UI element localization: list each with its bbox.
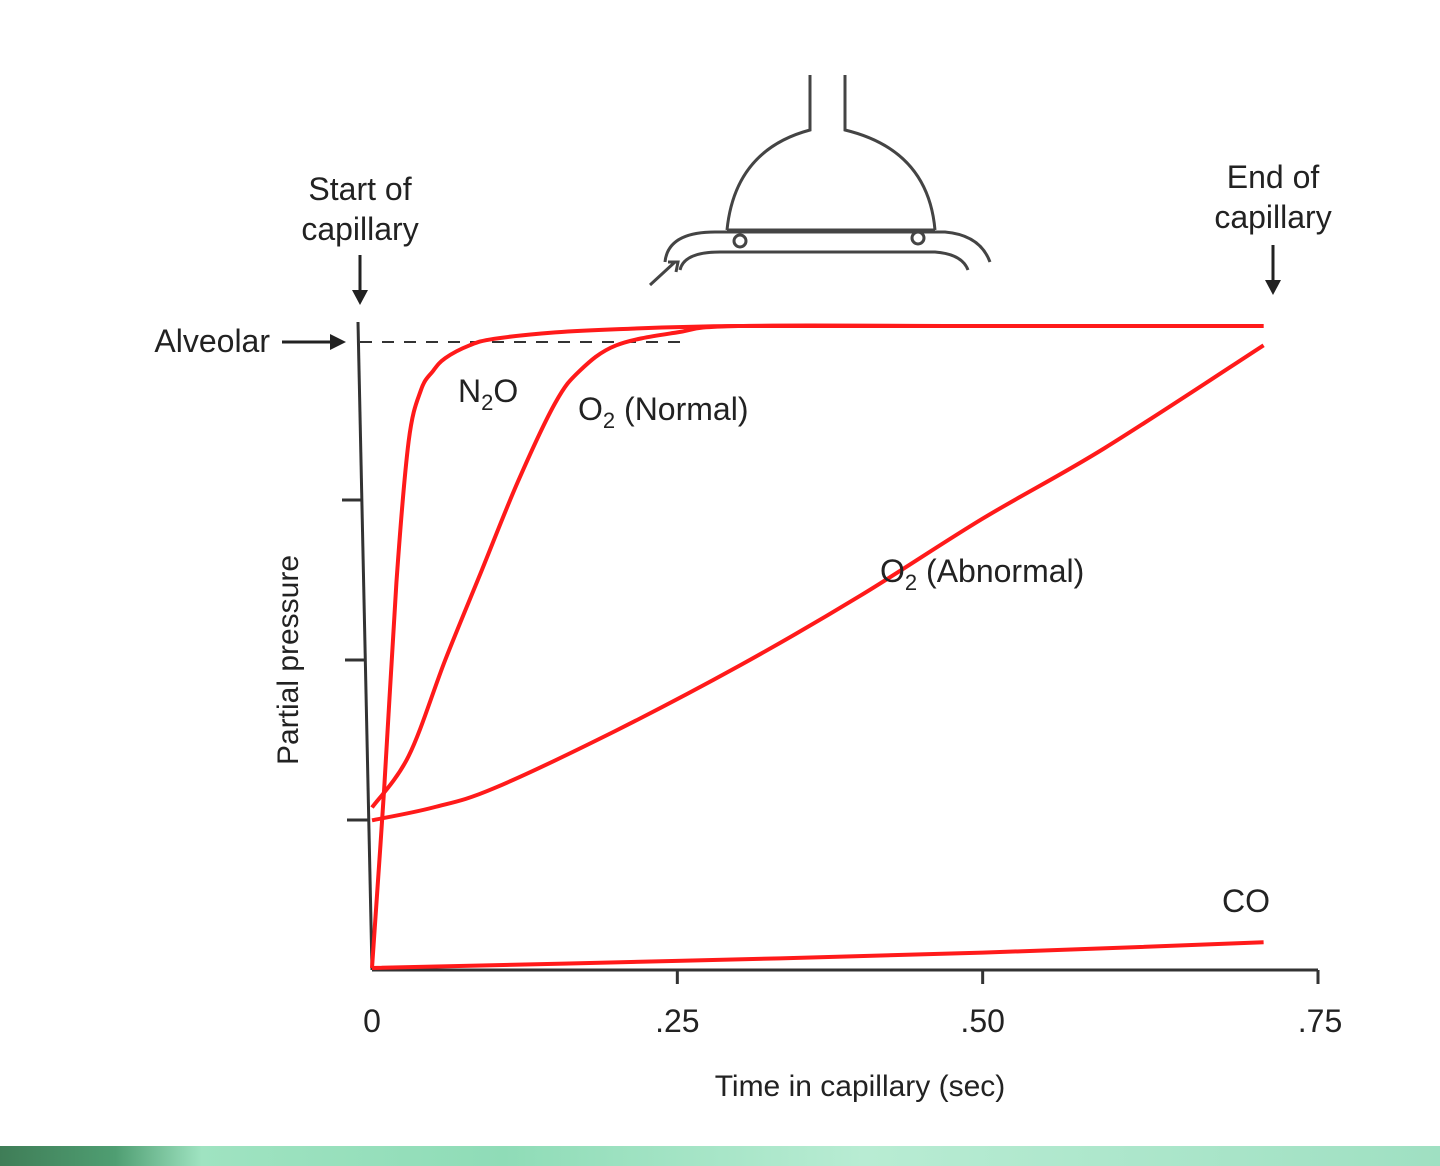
curve-label: N2O [458, 373, 518, 415]
curve-co [371, 940, 1264, 970]
start-of-capillary-label-line2: capillary [301, 211, 418, 247]
slide-footer-band [0, 1146, 1440, 1166]
alveolar-arrow-icon [282, 334, 346, 350]
curve-o2-abnormal [371, 343, 1265, 823]
start-of-capillary-label-line1: Start of [308, 171, 411, 207]
curve-label: CO [1222, 883, 1270, 919]
alveolar-label: Alveolar [154, 323, 270, 359]
end-of-capillary-label-line2: capillary [1214, 199, 1331, 235]
x-tick-label: .75 [1298, 1003, 1342, 1039]
axes [342, 321, 1318, 972]
end-of-capillary-label-line1: End of [1227, 159, 1320, 195]
curve-label: O2 (Abnormal) [880, 553, 1084, 595]
y-axis-label: Partial pressure [272, 555, 305, 765]
partial-pressure-chart: 0 .25 .50 .75 N2O O2 (Normal) O2 (Abnormal) CO… [154, 75, 1342, 1103]
end-arrow-icon [1265, 245, 1281, 295]
start-arrow-icon [352, 255, 368, 305]
curve-o2-normal [370, 323, 1264, 809]
curves [370, 323, 1265, 970]
x-tick-label: 0 [363, 1003, 381, 1039]
x-tick-label: .25 [655, 1003, 699, 1039]
alveolus-capillary-illustration [648, 75, 992, 287]
curve-n2o [370, 323, 1264, 969]
curve-labels: N2O O2 (Normal) O2 (Abnormal) CO [458, 373, 1270, 919]
x-tick-labels: 0 .25 .50 .75 [363, 1003, 1342, 1039]
x-tick-label: .50 [960, 1003, 1004, 1039]
x-tick-marks [675, 970, 1320, 984]
x-axis-label: Time in capillary (sec) [715, 1070, 1006, 1103]
curve-label: O2 (Normal) [578, 391, 748, 433]
y-axis [356, 321, 374, 971]
